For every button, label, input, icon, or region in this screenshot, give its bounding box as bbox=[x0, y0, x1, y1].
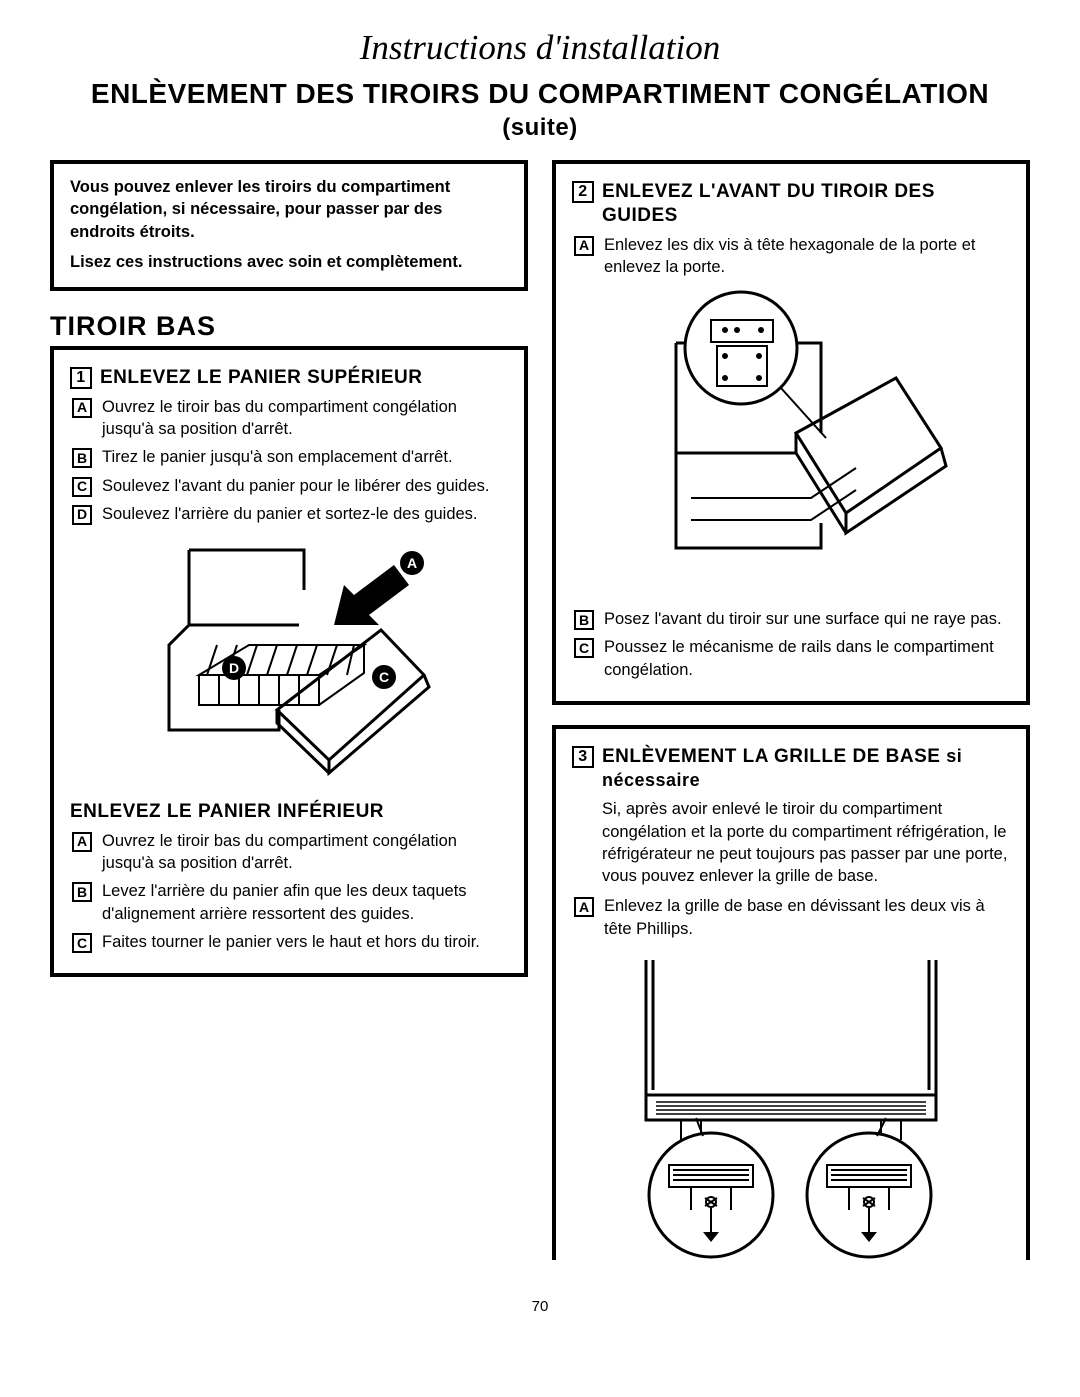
right-column: 2 ENLEVEZ L'AVANT DU TIROIR DES GUIDES A… bbox=[552, 160, 1030, 1280]
page-title: Instructions d'installation bbox=[50, 28, 1030, 68]
steplower-text-b: Levez l'arrière du panier afin que les d… bbox=[102, 880, 508, 925]
illus-label-d: D bbox=[229, 660, 239, 676]
step2-letter-a: A bbox=[574, 236, 594, 256]
step2-title: ENLEVEZ L'AVANT DU TIROIR DES GUIDES bbox=[602, 180, 1010, 228]
section-title: ENLÈVEMENT DES TIROIRS DU COMPARTIMENT C… bbox=[50, 78, 1030, 142]
step2-illustration bbox=[572, 288, 1010, 598]
steplower-item-c: C Faites tourner le panier vers le haut … bbox=[70, 931, 508, 953]
step1-head: 1 ENLEVEZ LE PANIER SUPÉRIEUR bbox=[70, 366, 508, 390]
step2-box: 2 ENLEVEZ L'AVANT DU TIROIR DES GUIDES A… bbox=[552, 160, 1030, 705]
steplower-item-a: A Ouvrez le tiroir bas du compartiment c… bbox=[70, 830, 508, 875]
step1-text-c: Soulevez l'avant du panier pour le libér… bbox=[102, 475, 489, 497]
illus-label-a: A bbox=[407, 555, 417, 571]
step2-item-a: A Enlevez les dix vis à tête hexagonale … bbox=[572, 234, 1010, 279]
step1-letter-b: B bbox=[72, 448, 92, 468]
steplower-letter-a: A bbox=[72, 832, 92, 852]
step2-letter-c: C bbox=[574, 638, 594, 658]
subsection-title: TIROIR BAS bbox=[50, 311, 528, 342]
step1-text-d: Soulevez l'arrière du panier et sortez-l… bbox=[102, 503, 478, 525]
section-title-text: ENLÈVEMENT DES TIROIRS DU COMPARTIMENT C… bbox=[91, 78, 989, 109]
step3-head: 3 ENLÈVEMENT LA GRILLE DE BASE si nécess… bbox=[572, 745, 1010, 793]
step2-text-a: Enlevez les dix vis à tête hexagonale de… bbox=[604, 234, 1010, 279]
step1-item-b: B Tirez le panier jusqu'à son emplacemen… bbox=[70, 446, 508, 468]
section-title-suffix: (suite) bbox=[502, 114, 578, 141]
steplower-letter-b: B bbox=[72, 882, 92, 902]
step2-letter-b: B bbox=[574, 610, 594, 630]
step2-item-c: C Poussez le mécanisme de rails dans le … bbox=[572, 636, 1010, 681]
step3-box: 3 ENLÈVEMENT LA GRILLE DE BASE si nécess… bbox=[552, 725, 1030, 1260]
step1-letter-a: A bbox=[72, 398, 92, 418]
step3-illustration bbox=[572, 950, 1010, 1260]
step1-letter-d: D bbox=[72, 505, 92, 525]
step1-item-d: D Soulevez l'arrière du panier et sortez… bbox=[70, 503, 508, 525]
step1-letter-c: C bbox=[72, 477, 92, 497]
step1-text-a: Ouvrez le tiroir bas du compartiment con… bbox=[102, 396, 508, 441]
intro-box: Vous pouvez enlever les tiroirs du compa… bbox=[50, 160, 528, 291]
step3-text-a: Enlevez la grille de base en dévissant l… bbox=[604, 895, 1010, 940]
steplower-text-c: Faites tourner le panier vers le haut et… bbox=[102, 931, 480, 953]
step2-text-c: Poussez le mécanisme de rails dans le co… bbox=[604, 636, 1010, 681]
step2-head: 2 ENLEVEZ L'AVANT DU TIROIR DES GUIDES bbox=[572, 180, 1010, 228]
step1-number: 1 bbox=[70, 367, 92, 389]
step3-body: Si, après avoir enlevé le tiroir du comp… bbox=[602, 798, 1010, 887]
step3-title: ENLÈVEMENT LA GRILLE DE BASE bbox=[602, 746, 940, 767]
steplower-item-b: B Levez l'arrière du panier afin que les… bbox=[70, 880, 508, 925]
step-lower-head: ENLEVEZ LE PANIER INFÉRIEUR bbox=[70, 800, 508, 824]
steplower-text-a: Ouvrez le tiroir bas du compartiment con… bbox=[102, 830, 508, 875]
step2-text-b: Posez l'avant du tiroir sur une surface … bbox=[604, 608, 1002, 630]
content-columns: Vous pouvez enlever les tiroirs du compa… bbox=[50, 160, 1030, 1280]
step2-item-b: B Posez l'avant du tiroir sur une surfac… bbox=[572, 608, 1010, 630]
left-column: Vous pouvez enlever les tiroirs du compa… bbox=[50, 160, 528, 1280]
step1-item-c: C Soulevez l'avant du panier pour le lib… bbox=[70, 475, 508, 497]
steplower-letter-c: C bbox=[72, 933, 92, 953]
step3-item-a: A Enlevez la grille de base en dévissant… bbox=[572, 895, 1010, 940]
step3-number: 3 bbox=[572, 746, 594, 768]
step3-title-wrap: ENLÈVEMENT LA GRILLE DE BASE si nécessai… bbox=[602, 745, 1010, 793]
illus-label-c: C bbox=[379, 669, 389, 685]
step1-text-b: Tirez le panier jusqu'à son emplacement … bbox=[102, 446, 453, 468]
step2-number: 2 bbox=[572, 181, 594, 203]
step1-title: ENLEVEZ LE PANIER SUPÉRIEUR bbox=[100, 366, 422, 390]
step-lower-title: ENLEVEZ LE PANIER INFÉRIEUR bbox=[70, 800, 384, 824]
step1-item-a: A Ouvrez le tiroir bas du compartiment c… bbox=[70, 396, 508, 441]
step1-illustration: A C D bbox=[70, 535, 508, 790]
intro-p2: Lisez ces instructions avec soin et comp… bbox=[70, 251, 508, 273]
left-main-box: 1 ENLEVEZ LE PANIER SUPÉRIEUR A Ouvrez l… bbox=[50, 346, 528, 977]
step3-letter-a: A bbox=[574, 897, 594, 917]
intro-p1: Vous pouvez enlever les tiroirs du compa… bbox=[70, 176, 508, 243]
page-number: 70 bbox=[50, 1298, 1030, 1315]
